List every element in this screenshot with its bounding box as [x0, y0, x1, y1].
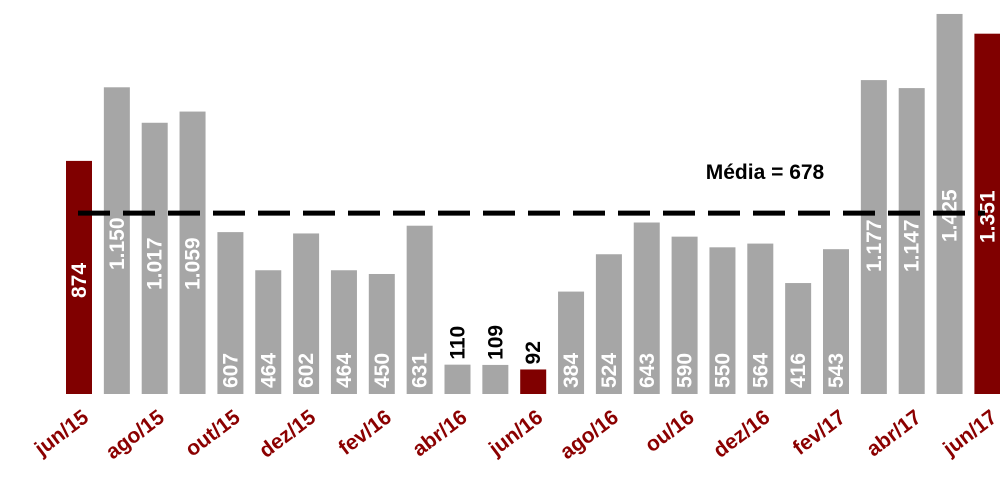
- bar-mar-16: [406, 225, 433, 394]
- x-tick-label: fev/17: [789, 406, 850, 460]
- bar-jan-16: [330, 270, 357, 394]
- bar-value-label: 464: [333, 353, 356, 388]
- bar-ou-16: [671, 236, 698, 394]
- bar-jun-15: [66, 160, 92, 394]
- bar-out-15: [217, 232, 244, 394]
- average-label: Média = 678: [706, 161, 825, 184]
- bar-value-label: 607: [219, 353, 242, 388]
- x-tick-label: ago/15: [102, 405, 169, 464]
- x-tick-label: jun/15: [30, 405, 93, 461]
- bar-value-label: 643: [636, 353, 659, 388]
- x-tick-label: ou/16: [641, 406, 699, 457]
- x-tick-label: dez/15: [255, 405, 320, 462]
- bar-mai-16: [482, 364, 509, 394]
- bar-value-label: 416: [787, 353, 810, 388]
- x-tick-label: fev/16: [334, 406, 395, 460]
- x-tick-label: abr/16: [408, 406, 471, 462]
- bars-group: [66, 13, 1000, 395]
- bar-set-16: [633, 222, 660, 394]
- bar-jun-16: [520, 369, 547, 394]
- bar-value-label: 1.147: [901, 219, 924, 272]
- bar-ago-15: [141, 122, 168, 394]
- x-tick-label: ago/16: [556, 406, 623, 464]
- bar-fev-16: [368, 273, 395, 394]
- bar-value-label: 590: [674, 353, 697, 388]
- bar-jan-17: [785, 283, 812, 394]
- x-tick-label: abr/17: [862, 406, 925, 462]
- bar-dez-15: [293, 233, 320, 394]
- bar-value-label: 1.059: [182, 237, 205, 290]
- x-axis-tick-labels: jun/15 ago/15 out/15 dez/15 fev/16 abr/16 jun/…: [30, 405, 1000, 464]
- bar-value-label: 384: [560, 353, 583, 388]
- bar-set-15: [179, 111, 206, 394]
- bar-value-label: 543: [825, 353, 848, 388]
- bar-value-label: 1.017: [144, 237, 167, 290]
- x-tick-label: jun/16: [484, 406, 547, 461]
- bar-mar-17: [860, 80, 887, 394]
- bar-abr-16: [444, 364, 471, 394]
- bar-value-label: 109: [484, 325, 507, 360]
- bar-jul-16: [558, 291, 585, 394]
- bar-nov-16: [709, 247, 736, 394]
- bar-value-label: 1.150: [106, 217, 129, 270]
- bar-fev-17: [823, 249, 849, 394]
- x-tick-label: jun/17: [938, 406, 1000, 461]
- bar-jul-15: [103, 87, 130, 395]
- bar-value-label: 602: [295, 353, 318, 388]
- bar-value-label: 564: [749, 353, 772, 388]
- bar-value-label: 450: [371, 353, 394, 388]
- bar-mai-17: [936, 13, 963, 394]
- bar-value-label: 110: [447, 326, 470, 360]
- bar-value-label: 550: [711, 353, 734, 388]
- x-tick-label: out/15: [181, 405, 244, 461]
- bar-nov-15: [255, 270, 282, 394]
- bar-value-labels: 874 1.150 1.017 1.059 607 464 602 464 450 631 110 1…: [68, 189, 999, 388]
- bar-value-label: 1.351: [976, 190, 999, 243]
- bar-value-label: 524: [598, 353, 621, 388]
- bar-dez-16: [747, 243, 774, 394]
- bar-abr-17: [898, 88, 925, 395]
- bar-value-label: 874: [68, 263, 91, 298]
- bar-value-label: 92: [522, 341, 545, 364]
- bar-value-label: 464: [257, 353, 280, 388]
- x-tick-label: dez/16: [709, 406, 774, 463]
- bar-value-label: 631: [409, 353, 432, 388]
- bar-ago-16: [595, 254, 622, 394]
- bar-value-label: 1.177: [863, 219, 886, 272]
